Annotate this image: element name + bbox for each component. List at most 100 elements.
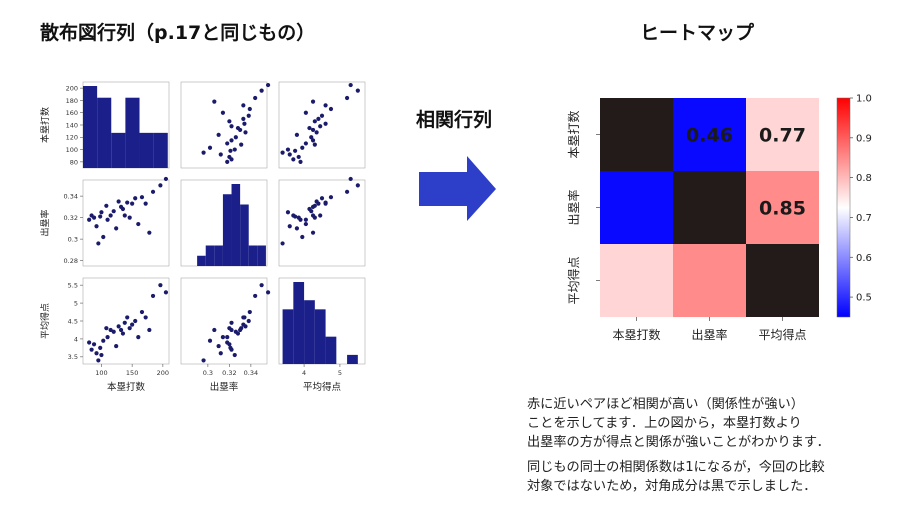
- heatmap-cell: [673, 244, 746, 317]
- y-tick-label: 0.32: [64, 214, 78, 222]
- scatter-point: [241, 322, 246, 327]
- x-tick-label: 100: [95, 369, 107, 377]
- scatter-point: [259, 283, 264, 288]
- scatter-point: [303, 141, 308, 146]
- histogram-bar: [231, 184, 241, 266]
- scatter-point: [220, 110, 226, 115]
- explanation-note: 赤に近いペアほど相関が高い（関係性が強い） ことを示してます．上の図から，本塁打…: [527, 397, 830, 450]
- scatter-point: [316, 201, 321, 206]
- scatter-point: [104, 326, 109, 331]
- y-tick-label: 120: [66, 134, 78, 142]
- heatmap-title: ヒートマップ: [640, 22, 755, 44]
- panel-frame: [180, 81, 268, 169]
- histogram-bar: [205, 245, 215, 266]
- x-axis-label: 本塁打数: [107, 381, 146, 393]
- scatter-point: [99, 352, 104, 358]
- histogram-bar: [83, 86, 98, 168]
- y-tick-label: 3.5: [68, 353, 78, 361]
- row-label: 出塁率: [566, 189, 581, 225]
- heatmap-cell: [600, 244, 673, 317]
- scatter-point: [98, 214, 103, 219]
- scatter-point: [225, 141, 230, 146]
- x-tick-label: 0.34: [244, 369, 258, 377]
- colorbar-tick-label: 0.6: [856, 253, 872, 264]
- y-tick-label: 100: [66, 146, 78, 154]
- scatter-point: [300, 145, 305, 150]
- x-tick-label: 4: [302, 369, 306, 377]
- colorbar-tick-label: 1.0: [856, 94, 872, 105]
- scatter-point: [296, 215, 301, 220]
- scatter-point: [96, 241, 101, 246]
- y-tick-label: 200: [66, 85, 78, 93]
- scatter-point: [114, 226, 119, 231]
- histogram-bar: [325, 336, 337, 364]
- y-tick-label: 5.5: [68, 282, 78, 290]
- scatter-point: [246, 318, 251, 324]
- y-tick-label: 0.28: [64, 257, 78, 265]
- scatter-point: [98, 345, 103, 350]
- scatter-matrix-chart: 80100120140160180200本塁打数0.280.30.320.34出…: [40, 81, 366, 393]
- scatter-point: [309, 135, 314, 140]
- histogram-bar: [222, 194, 232, 266]
- scatter-point: [265, 82, 271, 88]
- scatter-point: [232, 147, 237, 152]
- scatter-point: [235, 125, 241, 131]
- scatter-point: [314, 130, 319, 135]
- cell-value-label: 0.85: [759, 198, 806, 220]
- scatter-point: [89, 347, 94, 352]
- y-tick-label: 4.5: [68, 317, 78, 325]
- scatter-point: [207, 145, 213, 150]
- scatter-point: [108, 327, 113, 333]
- y-axis-label: 平均得点: [40, 303, 51, 339]
- scatter-point: [241, 116, 246, 121]
- correlation-matrix-label: 相関行列: [416, 109, 493, 131]
- scatter-point: [91, 342, 97, 347]
- scatter-point: [319, 113, 325, 118]
- scatter-point: [130, 322, 135, 327]
- scatter-point: [307, 206, 312, 212]
- scatter-point: [227, 342, 232, 347]
- histogram-bar: [304, 300, 315, 364]
- histogram-bar: [139, 132, 154, 168]
- scatter-point: [247, 106, 252, 112]
- scatter-point: [120, 331, 126, 336]
- scatter-point: [241, 103, 246, 108]
- y-tick-label: 5: [74, 299, 78, 307]
- scatter-point: [225, 335, 230, 340]
- scatter-point: [239, 142, 244, 147]
- histogram-bar: [125, 97, 140, 168]
- column-label: 出塁率: [691, 327, 727, 342]
- scatter-point: [355, 88, 360, 93]
- scatter-point: [259, 88, 264, 93]
- scatter-point: [122, 213, 127, 218]
- scatter-point: [253, 293, 258, 299]
- scatter-point: [118, 327, 124, 333]
- scatter-point: [216, 343, 221, 349]
- x-tick-label: 0.3: [203, 369, 213, 377]
- scatter-point: [101, 338, 106, 343]
- scatter-point: [105, 335, 110, 340]
- scatter-point: [294, 226, 300, 231]
- scatter-point: [150, 189, 156, 194]
- scatter-point: [316, 116, 321, 121]
- scatter-point: [296, 154, 301, 160]
- scatter-point: [229, 138, 234, 143]
- scatter-point: [287, 152, 292, 157]
- scatter-point: [87, 217, 92, 222]
- scatter-point: [280, 150, 285, 155]
- scatter-point: [348, 82, 353, 88]
- histogram-bar: [293, 282, 305, 364]
- scatter-point: [287, 224, 292, 229]
- y-tick-label: 160: [66, 109, 78, 117]
- scatter-point: [220, 335, 226, 340]
- scatter-point: [158, 283, 163, 288]
- scatter-point: [147, 327, 152, 333]
- scatter-point: [323, 121, 328, 126]
- column-label: 平均得点: [758, 327, 806, 342]
- scatter-point: [312, 215, 317, 220]
- histogram-bar: [240, 204, 249, 266]
- scatter-point: [218, 152, 223, 157]
- scatter-point: [94, 224, 99, 229]
- scatter-point: [163, 176, 169, 182]
